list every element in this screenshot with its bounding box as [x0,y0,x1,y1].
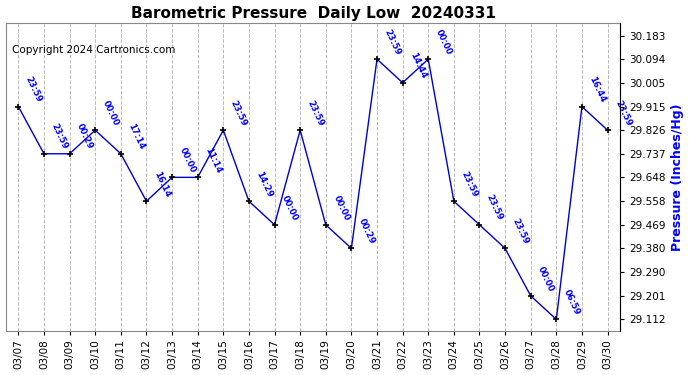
Text: 17:14: 17:14 [126,122,146,151]
Text: 00:00: 00:00 [177,146,197,175]
Text: 14:29: 14:29 [255,170,275,198]
Text: 00:00: 00:00 [434,28,453,56]
Text: 16:14: 16:14 [152,170,172,198]
Text: 00:00: 00:00 [536,265,556,293]
Text: 23:59: 23:59 [229,99,248,128]
Text: 23:59: 23:59 [485,194,505,222]
Text: 00:00: 00:00 [280,194,299,222]
Text: 23:59: 23:59 [511,217,531,246]
Text: 06:59: 06:59 [562,288,582,316]
Text: 11:14: 11:14 [204,146,223,175]
Text: 00:29: 00:29 [357,217,377,246]
Text: 16:44: 16:44 [587,75,607,104]
Text: 23:59: 23:59 [24,75,43,104]
Y-axis label: Pressure (Inches/Hg): Pressure (Inches/Hg) [671,103,684,250]
Title: Barometric Pressure  Daily Low  20240331: Barometric Pressure Daily Low 20240331 [130,6,495,21]
Text: 14:44: 14:44 [408,51,428,80]
Text: 00:00: 00:00 [331,194,351,222]
Text: 00:29: 00:29 [75,123,95,151]
Text: 23:59: 23:59 [460,170,479,198]
Text: 23:59: 23:59 [306,99,326,128]
Text: 23:59: 23:59 [382,28,402,56]
Text: 23:59: 23:59 [50,122,69,151]
Text: Copyright 2024 Cartronics.com: Copyright 2024 Cartronics.com [12,45,175,55]
Text: 23:59: 23:59 [613,99,633,128]
Text: 00:00: 00:00 [101,99,120,128]
